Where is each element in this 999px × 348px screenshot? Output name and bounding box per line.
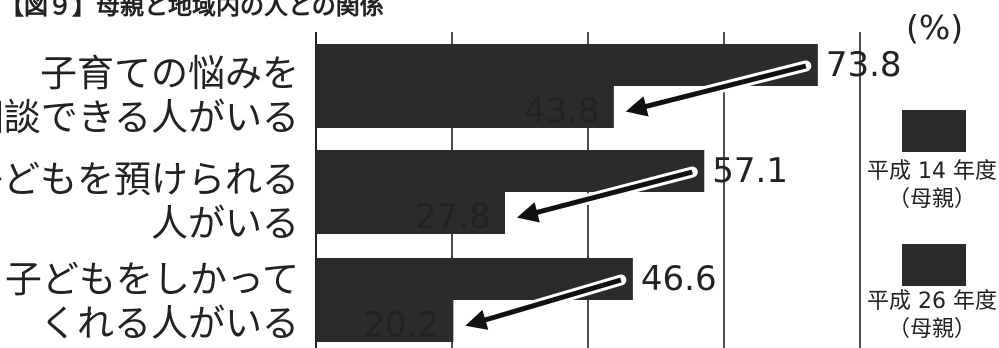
category-label-childcare: 子どもを預けられる 人がいる (0, 158, 299, 246)
bar-0-series-1 (316, 86, 614, 128)
category-label-line: 子どもを預けられる (0, 158, 299, 201)
figure-title: 【図９】母親と地域内の人との関係 (0, 0, 384, 20)
legend-label-line: （母親） (887, 317, 976, 342)
category-label-consult: 子育ての悩みを 相談できる人がいる (0, 52, 299, 140)
change-arrow (516, 169, 693, 223)
value-label-series-1: 27.8 (415, 197, 491, 237)
bar-2-series-1 (316, 300, 454, 342)
change-arrow (465, 277, 622, 330)
category-label-scold: 子どもをしかって くれる人がいる (5, 258, 299, 346)
value-label-series-1: 43.8 (524, 91, 600, 131)
category-label-line: 子どもをしかって (4, 258, 299, 301)
bar-1-series-1 (316, 192, 506, 234)
category-label-line: 相談できる人がいる (0, 96, 299, 139)
change-arrow (625, 63, 807, 117)
category-label-line: くれる人がいる (40, 302, 299, 345)
value-label-series-1: 20.2 (363, 305, 439, 345)
unit-label: (%) (906, 8, 964, 47)
value-label-series-0: 57.1 (712, 151, 788, 191)
legend-label-h14: 平成 14 年度 （母親） (862, 158, 999, 214)
value-label-series-0: 46.6 (641, 259, 717, 299)
legend-label-line: （母親） (887, 187, 976, 212)
value-label-series-0: 73.8 (826, 45, 902, 85)
legend-swatch-h14 (902, 110, 966, 152)
legend-label-h26: 平成 26 年度 （母親） (862, 288, 999, 344)
category-label-line: 人がいる (151, 202, 299, 245)
legend-label-line: 平成 14 年度 (867, 159, 997, 184)
category-label-line: 子育ての悩みを (40, 52, 299, 95)
legend-swatch-h26 (902, 244, 966, 286)
legend-label-line: 平成 26 年度 (867, 289, 997, 314)
